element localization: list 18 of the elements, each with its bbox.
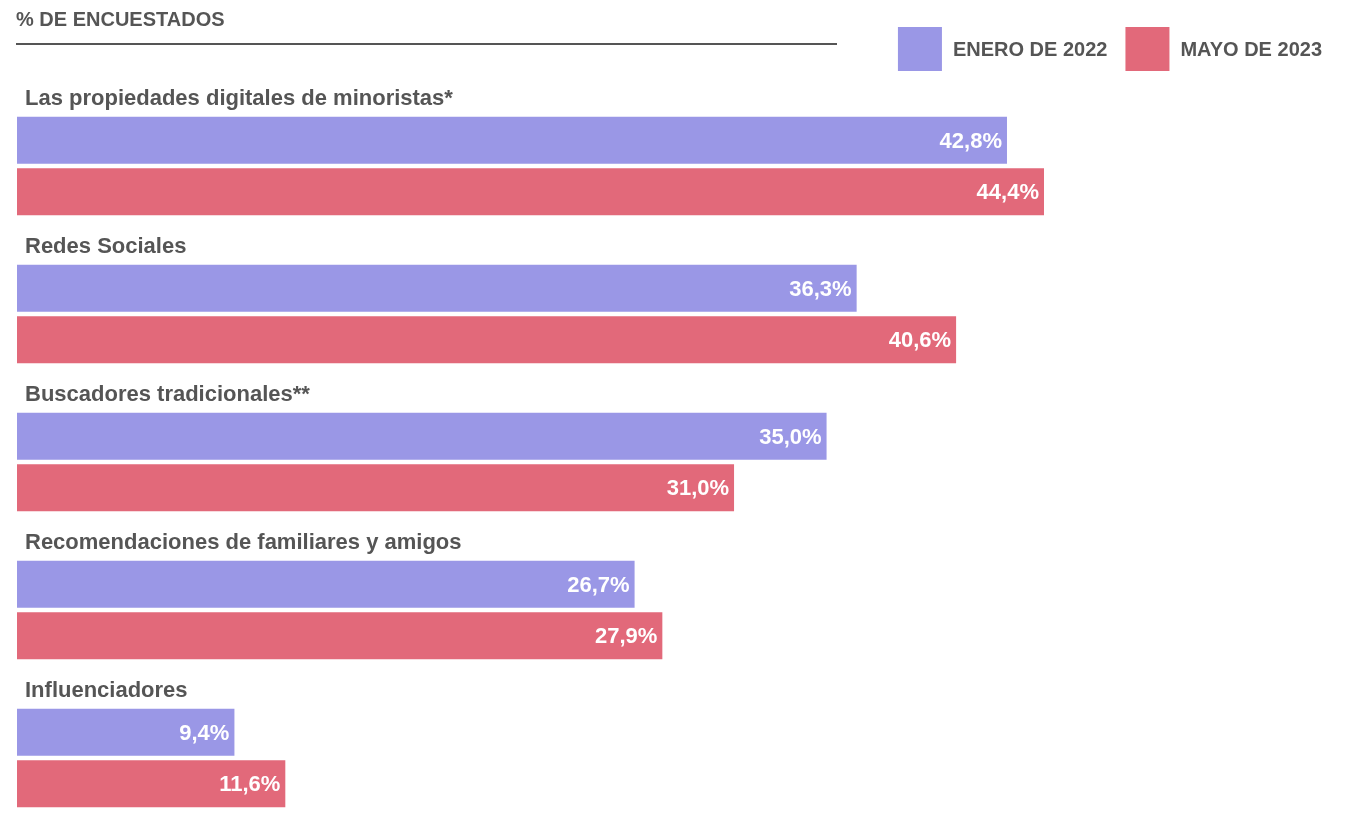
legend-label: MAYO DE 2023 xyxy=(1180,38,1323,60)
data-label: 35,0% xyxy=(759,423,822,449)
y-tick-label: Buscadores tradicionales** xyxy=(25,380,311,406)
data-label: 44,4% xyxy=(976,179,1039,205)
chart-title: % DE ENCUESTADOS xyxy=(16,8,837,45)
data-label: 26,7% xyxy=(567,571,630,597)
y-tick-label: Influenciadores xyxy=(25,676,188,702)
data-label: 36,3% xyxy=(789,275,852,301)
data-label: 27,9% xyxy=(594,623,658,649)
legend-label: ENERO DE 2022 xyxy=(952,38,1108,60)
data-label: 42,8% xyxy=(939,127,1002,153)
y-tick-label: Las propiedades digitales de minoristas* xyxy=(25,84,454,110)
data-label: 9,4% xyxy=(179,719,230,745)
data-label: 11,6% xyxy=(219,771,281,797)
y-tick-label: Recomendaciones de familiares y amigos xyxy=(25,528,462,554)
data-label: 31,0% xyxy=(666,475,730,501)
data-label: 40,6% xyxy=(888,327,952,353)
y-tick-label: Redes Sociales xyxy=(25,232,187,258)
